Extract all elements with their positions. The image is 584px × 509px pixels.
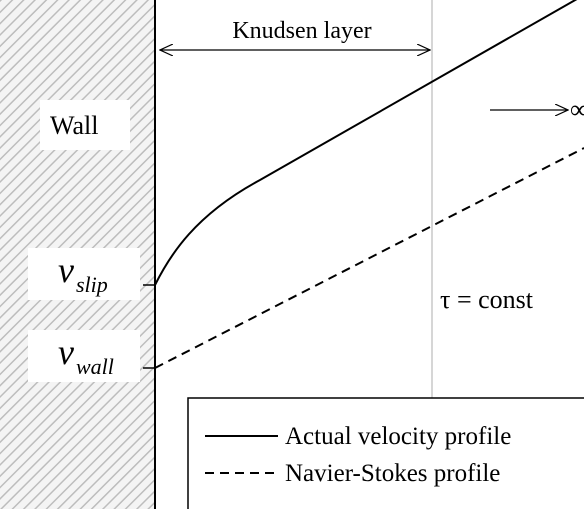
- navier-stokes-profile: [154, 147, 584, 369]
- actual-profile: [154, 0, 578, 286]
- subscript: wall: [76, 354, 114, 379]
- symbol: v: [58, 332, 74, 372]
- subscript: slip: [76, 272, 108, 297]
- v-wall-label: vwall: [58, 332, 114, 379]
- wall-label-bg: [40, 100, 130, 150]
- v-slip-bg: [28, 248, 140, 300]
- shear-label: τ = const: [440, 285, 534, 314]
- legend: [187, 397, 584, 509]
- legend-label: Navier-Stokes profile: [285, 460, 500, 487]
- knudsen-label: Knudsen layer: [232, 18, 371, 44]
- infinity-label: ∞: [570, 95, 584, 124]
- legend-label: Actual velocity profile: [285, 423, 511, 450]
- v-slip-label: vslip: [58, 250, 108, 297]
- knudsen-label-bg: [200, 14, 400, 46]
- wall-label: Wall: [50, 111, 98, 140]
- symbol: v: [58, 250, 74, 290]
- v-wall-bg: [28, 330, 140, 382]
